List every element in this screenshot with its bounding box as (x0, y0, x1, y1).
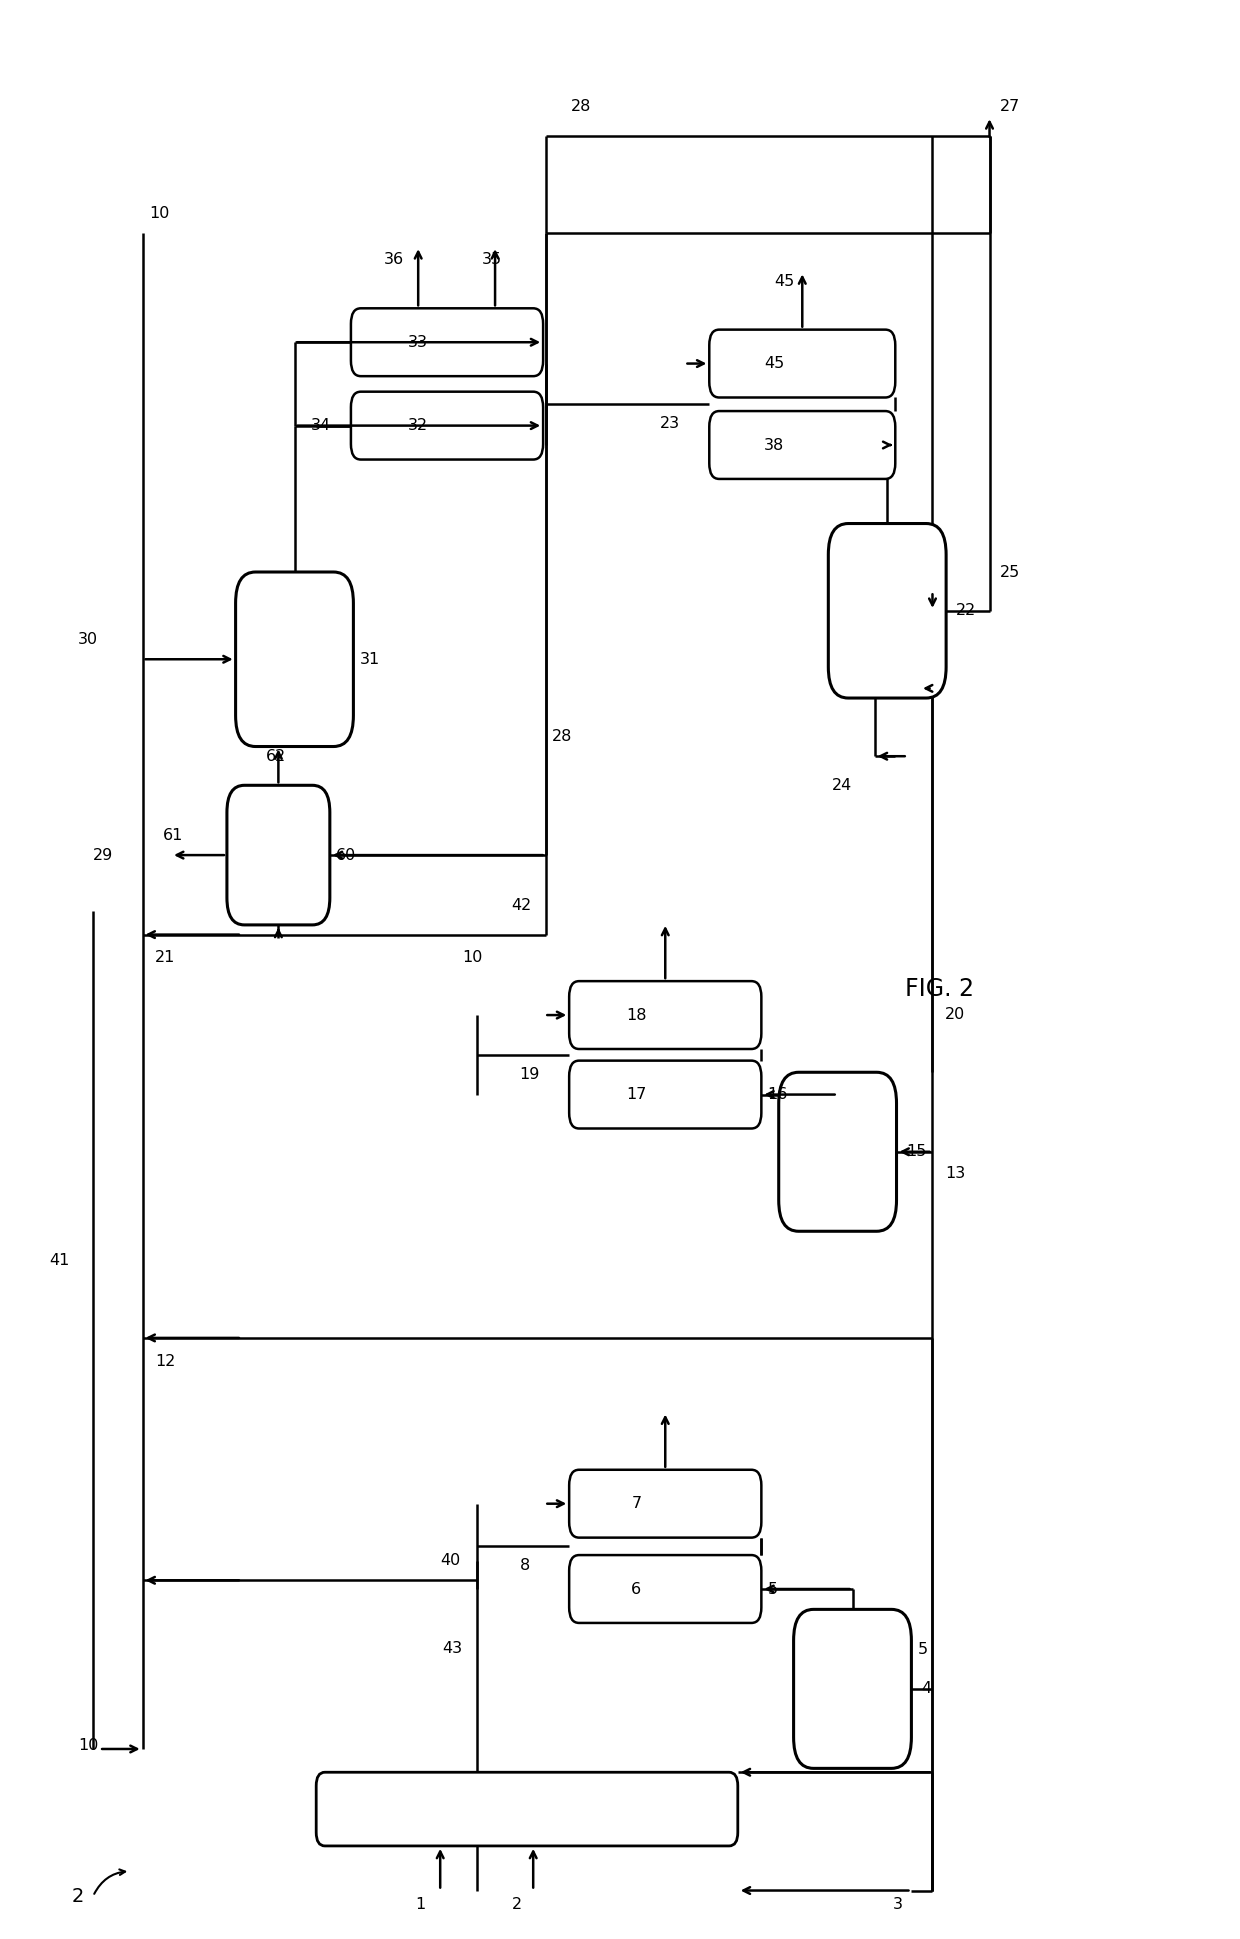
Text: 33: 33 (408, 335, 428, 349)
Text: 35: 35 (482, 252, 502, 268)
FancyBboxPatch shape (709, 330, 895, 397)
FancyBboxPatch shape (569, 1470, 761, 1538)
FancyBboxPatch shape (351, 392, 543, 460)
Text: 60: 60 (336, 847, 356, 863)
Text: 30: 30 (78, 632, 98, 648)
Text: 12: 12 (155, 1353, 175, 1369)
Text: 4: 4 (921, 1681, 931, 1697)
Text: 61: 61 (162, 828, 182, 843)
Text: 29: 29 (93, 847, 113, 863)
FancyBboxPatch shape (569, 1555, 761, 1623)
Text: 13: 13 (945, 1165, 965, 1181)
Text: 3: 3 (893, 1896, 903, 1912)
Text: 1: 1 (415, 1896, 425, 1912)
Text: 21: 21 (155, 950, 175, 966)
Text: 24: 24 (831, 778, 852, 793)
Text: 8: 8 (520, 1559, 529, 1573)
Text: 62: 62 (267, 748, 286, 764)
Text: 31: 31 (360, 652, 379, 667)
Text: 17: 17 (626, 1088, 646, 1101)
FancyBboxPatch shape (794, 1609, 911, 1768)
Text: 34: 34 (311, 419, 331, 432)
FancyBboxPatch shape (569, 1061, 761, 1128)
Text: 5: 5 (918, 1642, 928, 1656)
Text: 2: 2 (512, 1896, 522, 1912)
Text: 6: 6 (631, 1582, 641, 1596)
Text: 28: 28 (570, 99, 590, 114)
FancyBboxPatch shape (828, 524, 946, 698)
FancyBboxPatch shape (709, 411, 895, 479)
Text: 19: 19 (520, 1066, 539, 1082)
Text: 22: 22 (956, 603, 976, 619)
Text: 16: 16 (768, 1088, 787, 1101)
Text: 38: 38 (764, 438, 785, 452)
Text: 10: 10 (149, 206, 169, 221)
Text: 25: 25 (999, 564, 1019, 580)
Text: 42: 42 (511, 898, 531, 913)
Text: FIG. 2: FIG. 2 (905, 977, 975, 1001)
Text: 23: 23 (660, 417, 680, 430)
Text: 7: 7 (631, 1497, 641, 1510)
FancyBboxPatch shape (316, 1772, 738, 1846)
Text: 10: 10 (78, 1737, 98, 1753)
Text: 32: 32 (408, 419, 428, 432)
Text: 18: 18 (626, 1008, 647, 1022)
Text: 5: 5 (768, 1582, 777, 1596)
Text: 10: 10 (463, 950, 482, 966)
Text: 28: 28 (552, 729, 572, 745)
Text: 15: 15 (906, 1144, 926, 1160)
Text: 27: 27 (999, 99, 1019, 114)
Text: 2: 2 (72, 1887, 84, 1906)
Text: 45: 45 (764, 357, 785, 370)
FancyBboxPatch shape (569, 981, 761, 1049)
Text: 36: 36 (384, 252, 404, 268)
FancyBboxPatch shape (227, 785, 330, 925)
Text: 20: 20 (945, 1006, 965, 1022)
Text: 43: 43 (443, 1640, 463, 1656)
Text: 45: 45 (774, 273, 795, 289)
Text: 41: 41 (50, 1253, 69, 1268)
FancyBboxPatch shape (351, 308, 543, 376)
Text: 40: 40 (440, 1553, 460, 1569)
FancyBboxPatch shape (779, 1072, 897, 1231)
FancyBboxPatch shape (236, 572, 353, 747)
